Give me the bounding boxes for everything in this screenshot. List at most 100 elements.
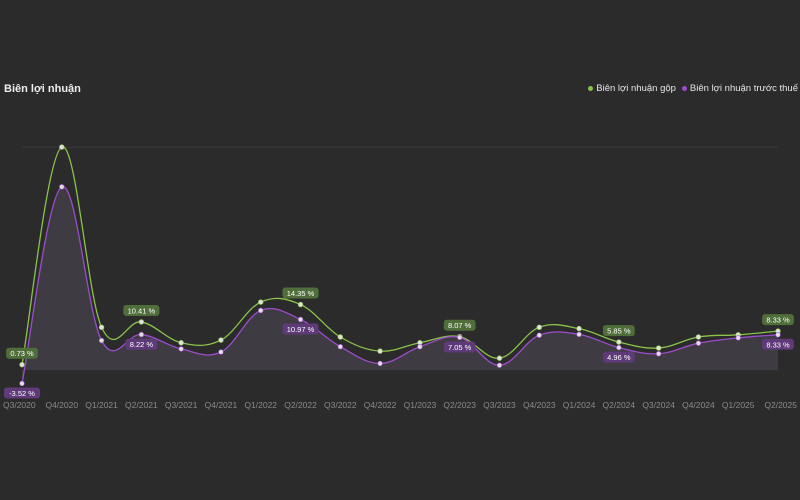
data-point-gross-margin bbox=[536, 324, 542, 330]
data-point-gross-margin bbox=[138, 319, 145, 325]
legend-label-pretax-margin: Biên lợi nhuận trước thuế bbox=[689, 83, 798, 94]
data-label-text: 4.96 % bbox=[607, 353, 631, 362]
data-label-bg bbox=[762, 314, 794, 326]
data-point-gross-margin bbox=[496, 355, 503, 361]
x-tick-label: Q3/2020 bbox=[3, 400, 36, 410]
data-point-pretax-margin bbox=[19, 380, 25, 387]
data-label-bg bbox=[443, 319, 476, 331]
data-label-pretax-margin: 7.05 % bbox=[443, 341, 476, 353]
data-label-text: 7.05 % bbox=[448, 343, 472, 352]
data-label-bg bbox=[123, 304, 160, 316]
data-label-pretax-margin: -3.52 % bbox=[3, 387, 41, 399]
data-label-text: 5.85 % bbox=[607, 327, 631, 336]
data-point-gross-margin bbox=[218, 337, 224, 343]
legend-dot-pretax-margin bbox=[681, 86, 687, 91]
data-label-text: 8.33 % bbox=[766, 340, 790, 349]
data-point-pretax-margin bbox=[98, 337, 105, 344]
data-label-gross-margin: 8.33 % bbox=[762, 314, 794, 326]
data-point-pretax-margin bbox=[59, 184, 65, 190]
data-label-text: 10.41 % bbox=[128, 306, 156, 315]
data-label-bg bbox=[282, 287, 319, 299]
data-point-gross-margin bbox=[655, 345, 662, 351]
data-label-gross-margin: 10.41 % bbox=[123, 304, 160, 316]
x-tick-label: Q4/2022 bbox=[364, 400, 397, 410]
x-tick-label: Q1/2022 bbox=[244, 400, 277, 410]
data-point-gross-margin bbox=[576, 325, 582, 332]
data-label-text: 8.22 % bbox=[130, 340, 154, 349]
data-point-gross-margin bbox=[258, 299, 264, 305]
chart-title: Biên lợi nhuận bbox=[4, 83, 81, 95]
data-label-bg bbox=[443, 341, 476, 353]
x-tick-label: Q1/2025 bbox=[722, 400, 755, 410]
data-label-bg bbox=[602, 351, 635, 363]
x-tick-label: Q2/2023 bbox=[443, 400, 476, 410]
x-tick-label: Q4/2023 bbox=[523, 400, 556, 410]
data-point-pretax-margin bbox=[695, 340, 702, 346]
x-tick-label: Q1/2023 bbox=[404, 400, 437, 410]
x-tick-label: Q4/2021 bbox=[205, 400, 238, 410]
x-tick-label: Q1/2024 bbox=[563, 400, 596, 410]
data-point-pretax-margin bbox=[258, 307, 264, 314]
data-point-gross-margin bbox=[616, 339, 622, 345]
data-label-pretax-margin: 8.22 % bbox=[125, 338, 158, 350]
legend-dot-gross-margin bbox=[588, 86, 594, 91]
data-point-pretax-margin bbox=[297, 316, 304, 323]
data-label-text: 10.97 % bbox=[287, 325, 315, 334]
x-tick-label: Q3/2021 bbox=[165, 400, 198, 410]
data-point-pretax-margin bbox=[536, 332, 542, 338]
data-label-text: 14.35 % bbox=[287, 289, 315, 298]
data-point-pretax-margin bbox=[337, 344, 344, 350]
x-tick-label: Q2/2022 bbox=[284, 400, 317, 410]
data-label-gross-margin: 0.73 % bbox=[6, 347, 38, 359]
data-point-pretax-margin bbox=[735, 335, 741, 341]
data-label-text: 0.73 % bbox=[10, 349, 34, 358]
x-tick-label: Q3/2024 bbox=[642, 400, 675, 410]
data-label-pretax-margin: 8.33 % bbox=[762, 338, 794, 350]
data-label-bg bbox=[762, 338, 794, 350]
x-tick-label: Q2/2024 bbox=[603, 400, 636, 410]
x-tick-label: Q4/2020 bbox=[45, 400, 78, 410]
data-point-pretax-margin bbox=[496, 362, 503, 368]
data-point-pretax-margin bbox=[178, 346, 184, 352]
data-point-pretax-margin bbox=[377, 360, 383, 367]
data-point-gross-margin bbox=[695, 334, 702, 340]
series-line-gross-margin bbox=[21, 146, 779, 365]
line-chart: 0.73 % 10.41 % 14.35 % 8.07 % 5.85 % 8.33 % -3… bbox=[3, 144, 797, 410]
data-point-gross-margin bbox=[178, 340, 184, 346]
data-point-gross-margin bbox=[19, 361, 25, 368]
x-tick-label: Q3/2023 bbox=[483, 400, 516, 410]
data-point-gross-margin bbox=[297, 301, 304, 308]
data-label-pretax-margin: 10.97 % bbox=[282, 323, 319, 335]
data-point-pretax-margin bbox=[616, 344, 622, 351]
data-label-text: -3.52 % bbox=[9, 389, 35, 398]
data-label-gross-margin: 8.07 % bbox=[443, 319, 476, 331]
data-label-gross-margin: 14.35 % bbox=[282, 287, 319, 299]
data-point-gross-margin bbox=[377, 348, 383, 354]
legend: Biên lợi nhuận gộp Biên lợi nhuận trước … bbox=[588, 83, 798, 94]
x-tick-label: Q3/2022 bbox=[324, 400, 357, 410]
legend-label-gross-margin: Biên lợi nhuận gộp bbox=[596, 83, 676, 94]
data-label-pretax-margin: 4.96 % bbox=[602, 351, 635, 363]
data-label-bg bbox=[282, 323, 319, 335]
data-point-gross-margin bbox=[337, 334, 344, 340]
data-label-bg bbox=[602, 325, 635, 337]
data-label-gross-margin: 5.85 % bbox=[602, 325, 635, 337]
data-label-bg bbox=[125, 338, 158, 350]
data-point-pretax-margin bbox=[576, 331, 582, 338]
data-point-pretax-margin bbox=[417, 344, 423, 350]
legend-item-pretax-margin[interactable]: Biên lợi nhuận trước thuế bbox=[681, 83, 798, 94]
data-point-gross-margin bbox=[98, 324, 105, 330]
data-label-bg bbox=[3, 387, 41, 399]
x-tick-label: Q2/2021 bbox=[125, 400, 158, 410]
x-tick-label: Q1/2021 bbox=[85, 400, 118, 410]
data-label-text: 8.07 % bbox=[448, 321, 472, 330]
data-label-text: 8.33 % bbox=[766, 316, 790, 325]
data-point-pretax-margin bbox=[775, 332, 781, 338]
data-point-pretax-margin bbox=[138, 331, 145, 338]
data-label-bg bbox=[6, 347, 38, 359]
data-point-pretax-margin bbox=[655, 351, 662, 357]
data-point-pretax-margin bbox=[218, 349, 224, 355]
legend-item-gross-margin[interactable]: Biên lợi nhuận gộp bbox=[588, 83, 676, 94]
x-tick-label: Q2/2025 bbox=[764, 400, 797, 410]
area-fill bbox=[22, 186, 778, 384]
